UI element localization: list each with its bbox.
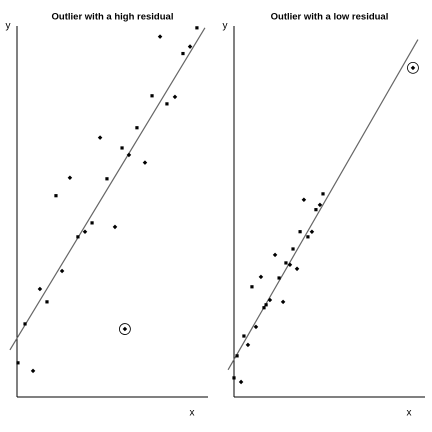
- point: [142, 160, 148, 165]
- point: [16, 361, 20, 365]
- y-axis-label: y: [6, 21, 11, 32]
- point: [238, 379, 244, 385]
- point: [314, 208, 318, 212]
- point: [258, 274, 264, 280]
- point: [157, 34, 163, 39]
- point: [97, 135, 103, 140]
- outlier-ring: [407, 61, 419, 74]
- point: [76, 235, 80, 239]
- point: [82, 229, 88, 234]
- point: [150, 94, 154, 98]
- point: [410, 65, 416, 71]
- point: [187, 44, 193, 49]
- point: [250, 285, 254, 289]
- chart-title: Outlier with a low residual: [271, 12, 389, 23]
- point: [30, 368, 36, 374]
- x-axis-label: x: [407, 408, 412, 419]
- fit-line: [9, 27, 206, 351]
- point: [267, 297, 273, 303]
- point: [301, 197, 307, 203]
- point: [232, 376, 236, 380]
- point: [45, 300, 49, 304]
- point: [122, 326, 128, 332]
- point: [284, 261, 288, 265]
- point: [67, 175, 73, 180]
- point: [272, 252, 278, 258]
- point: [120, 146, 124, 150]
- point: [235, 354, 239, 358]
- point: [112, 224, 118, 230]
- point: [126, 152, 132, 158]
- point: [105, 177, 109, 181]
- point: [59, 268, 65, 274]
- point: [291, 247, 295, 251]
- x-axis-label: x: [190, 408, 195, 419]
- chart-title: Outlier with a high residual: [52, 12, 174, 23]
- point: [245, 342, 251, 348]
- point: [54, 194, 58, 198]
- point: [135, 126, 139, 130]
- point: [277, 276, 281, 280]
- point: [165, 102, 169, 106]
- outlier-ring: [119, 323, 131, 335]
- point: [298, 230, 302, 234]
- point: [23, 322, 27, 326]
- point: [242, 334, 246, 338]
- point: [280, 299, 286, 305]
- point: [37, 286, 43, 292]
- point: [172, 94, 178, 100]
- point: [181, 51, 185, 56]
- point: [294, 266, 300, 272]
- point: [287, 262, 293, 268]
- fit-line: [227, 39, 419, 371]
- point: [309, 229, 315, 234]
- point: [264, 303, 268, 307]
- point: [195, 26, 199, 30]
- point: [321, 192, 325, 196]
- point: [262, 306, 266, 310]
- y-axis-label: y: [223, 21, 228, 32]
- point: [306, 235, 310, 239]
- point: [90, 221, 94, 225]
